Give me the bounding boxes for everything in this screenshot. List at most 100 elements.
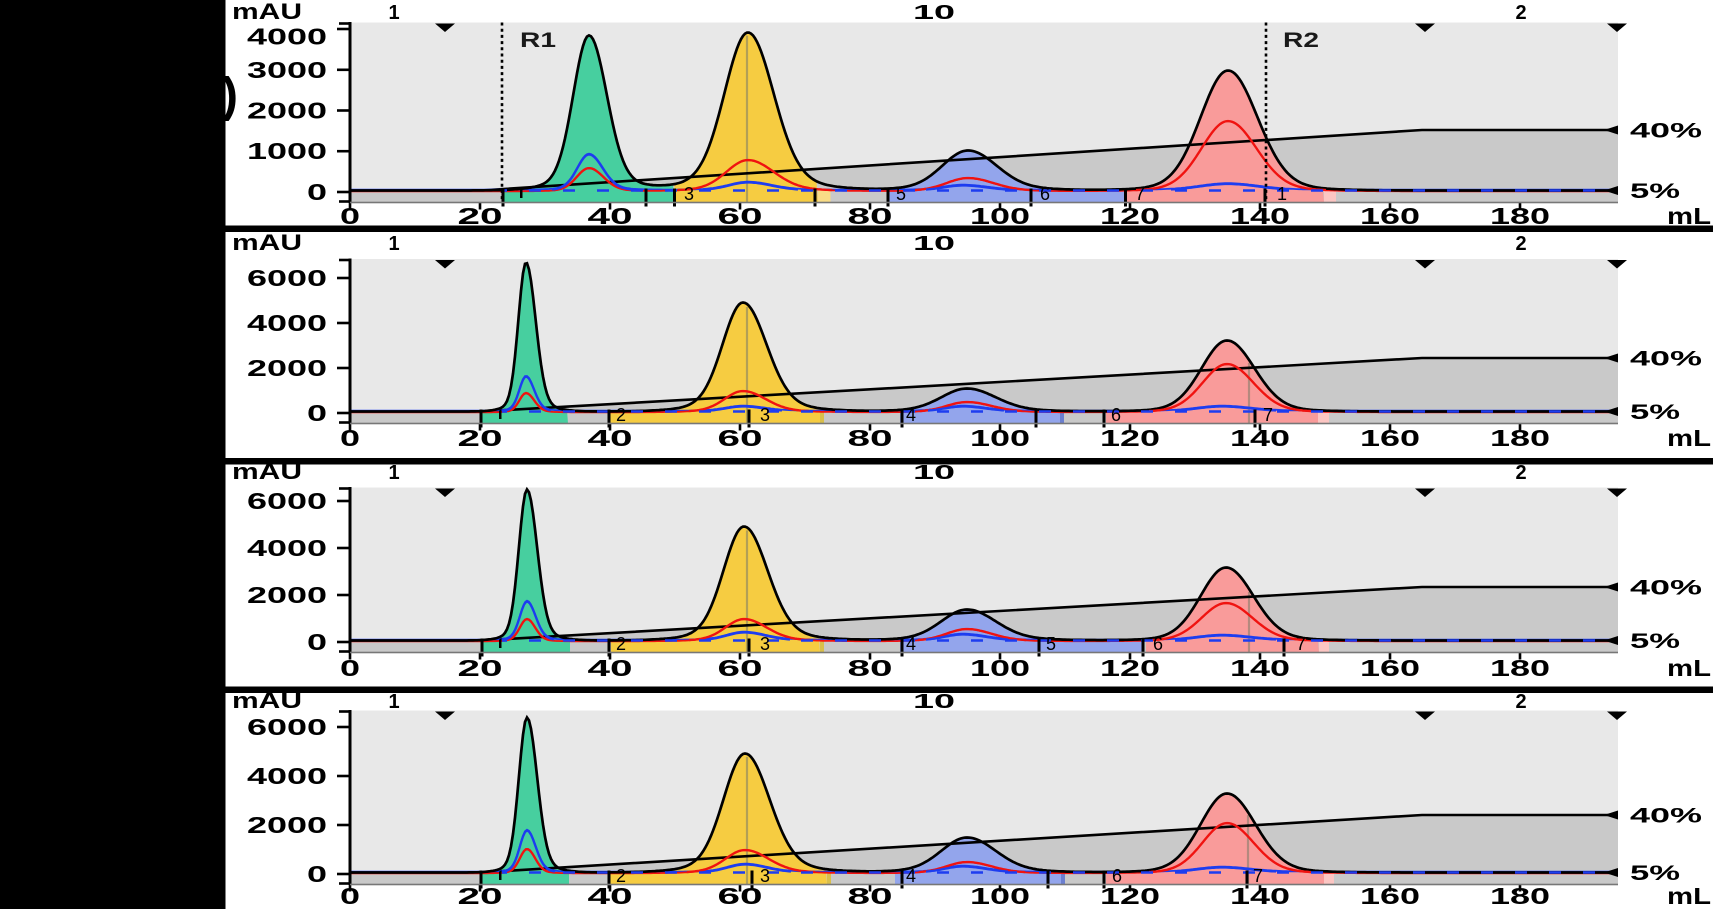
svg-text:6: 6 [1111, 405, 1121, 425]
svg-text:10: 10 [913, 233, 955, 255]
svg-text:3: 3 [760, 634, 770, 654]
svg-text:2000: 2000 [247, 812, 327, 838]
svg-text:0: 0 [307, 400, 327, 426]
svg-text:180: 180 [1490, 203, 1550, 229]
svg-text:0: 0 [340, 655, 360, 681]
svg-text:180: 180 [1490, 425, 1550, 451]
svg-text:6: 6 [1040, 184, 1050, 204]
svg-text:6000: 6000 [247, 265, 327, 291]
svg-text:40: 40 [588, 203, 633, 229]
svg-text:4: 4 [906, 634, 916, 654]
svg-text:60: 60 [718, 655, 763, 681]
svg-text:140: 140 [1230, 655, 1290, 681]
svg-text:2: 2 [1515, 233, 1526, 255]
svg-text:100: 100 [970, 203, 1030, 229]
svg-text:1000: 1000 [247, 138, 327, 164]
svg-text:7: 7 [1253, 866, 1263, 886]
svg-text:1: 1 [388, 233, 399, 255]
svg-text:0: 0 [307, 629, 327, 655]
svg-text:5%: 5% [1630, 180, 1681, 203]
svg-text:40%: 40% [1630, 120, 1703, 143]
svg-text:120: 120 [1100, 425, 1160, 451]
svg-text:40%: 40% [1630, 348, 1703, 371]
svg-text:7: 7 [1263, 405, 1273, 425]
svg-text:): ) [222, 69, 238, 122]
svg-text:3: 3 [684, 184, 694, 204]
svg-text:7: 7 [1135, 184, 1145, 204]
svg-text:40: 40 [588, 883, 633, 909]
svg-text:160: 160 [1360, 655, 1420, 681]
svg-text:60: 60 [718, 203, 763, 229]
svg-text:5: 5 [1046, 634, 1056, 654]
svg-text:2: 2 [616, 634, 626, 654]
svg-text:160: 160 [1360, 203, 1420, 229]
svg-text:6000: 6000 [247, 488, 327, 514]
svg-text:0: 0 [307, 861, 327, 887]
svg-text:6: 6 [1112, 866, 1122, 886]
svg-text:180: 180 [1490, 883, 1550, 909]
svg-text:1: 1 [388, 2, 399, 24]
svg-text:10: 10 [913, 691, 955, 713]
svg-text:0: 0 [340, 203, 360, 229]
svg-text:120: 120 [1100, 655, 1160, 681]
svg-text:40%: 40% [1630, 805, 1703, 828]
svg-text:0: 0 [340, 425, 360, 451]
svg-text:mAU: mAU [232, 459, 302, 484]
svg-text:20: 20 [458, 883, 503, 909]
svg-text:4000: 4000 [247, 310, 327, 336]
svg-text:1: 1 [1277, 184, 1287, 204]
svg-text:140: 140 [1230, 425, 1290, 451]
svg-text:mAU: mAU [232, 230, 302, 255]
svg-text:6000: 6000 [247, 714, 327, 740]
svg-text:80: 80 [848, 203, 893, 229]
svg-text:10: 10 [913, 2, 955, 24]
svg-text:20: 20 [458, 425, 503, 451]
svg-text:mL: mL [1667, 203, 1711, 229]
svg-text:4000: 4000 [247, 763, 327, 789]
svg-text:100: 100 [970, 883, 1030, 909]
svg-text:3000: 3000 [247, 57, 327, 83]
svg-text:100: 100 [970, 425, 1030, 451]
svg-text:1: 1 [388, 462, 399, 484]
svg-text:5%: 5% [1630, 862, 1681, 885]
svg-text:2: 2 [616, 866, 626, 886]
svg-text:5%: 5% [1630, 630, 1681, 653]
svg-text:160: 160 [1360, 883, 1420, 909]
svg-text:2000: 2000 [247, 355, 327, 381]
svg-text:2000: 2000 [247, 582, 327, 608]
svg-text:40: 40 [588, 425, 633, 451]
svg-text:R1: R1 [520, 29, 556, 52]
svg-text:100: 100 [970, 655, 1030, 681]
svg-text:4000: 4000 [247, 24, 327, 50]
svg-text:80: 80 [848, 425, 893, 451]
svg-text:mAU: mAU [232, 0, 302, 24]
svg-text:80: 80 [848, 883, 893, 909]
svg-text:mL: mL [1667, 883, 1711, 909]
svg-text:mAU: mAU [232, 688, 302, 713]
svg-text:5%: 5% [1630, 401, 1681, 424]
svg-text:80: 80 [848, 655, 893, 681]
svg-text:3: 3 [760, 866, 770, 886]
svg-text:160: 160 [1360, 425, 1420, 451]
svg-text:0: 0 [307, 179, 327, 205]
svg-text:20: 20 [458, 655, 503, 681]
svg-text:120: 120 [1100, 203, 1160, 229]
svg-text:0: 0 [340, 883, 360, 909]
svg-text:4: 4 [906, 405, 916, 425]
svg-text:2: 2 [1515, 691, 1526, 713]
svg-text:140: 140 [1230, 883, 1290, 909]
svg-text:120: 120 [1100, 883, 1160, 909]
svg-text:40: 40 [588, 655, 633, 681]
svg-text:2000: 2000 [247, 98, 327, 124]
svg-text:60: 60 [718, 883, 763, 909]
svg-text:10: 10 [913, 462, 955, 484]
svg-text:6: 6 [1153, 634, 1163, 654]
svg-text:4000: 4000 [247, 535, 327, 561]
svg-text:20: 20 [458, 203, 503, 229]
svg-text:2: 2 [616, 405, 626, 425]
svg-text:7: 7 [1296, 634, 1306, 654]
svg-text:180: 180 [1490, 655, 1550, 681]
svg-text:4: 4 [906, 866, 916, 886]
svg-text:60: 60 [718, 425, 763, 451]
svg-text:R2: R2 [1283, 29, 1319, 52]
